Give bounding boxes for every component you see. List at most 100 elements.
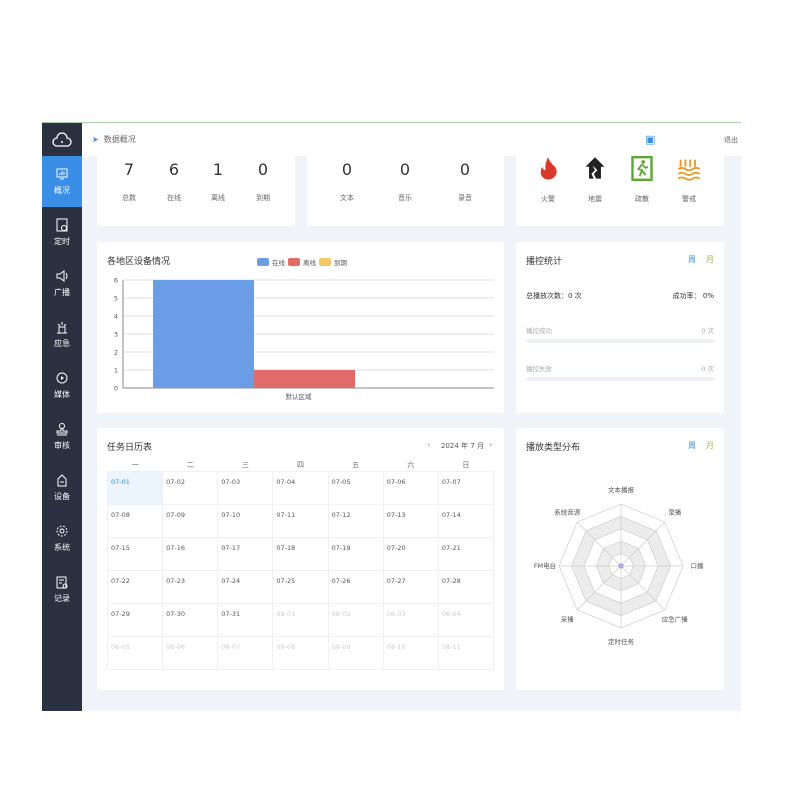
calendar-day[interactable]: 07-18 xyxy=(272,536,329,571)
calendar-day[interactable]: 07-24 xyxy=(217,569,274,604)
legend-swatch xyxy=(288,258,300,266)
calendar-week: 07-29 07-30 07-31 08-01 08-02 08-03 08-04 xyxy=(106,602,495,637)
device-icon xyxy=(57,474,67,487)
sidebar-item-2[interactable]: 广播 xyxy=(42,258,82,309)
earthquake-icon[interactable] xyxy=(583,156,607,181)
calendar-day[interactable]: 08-07 xyxy=(217,635,274,670)
bar-在线 xyxy=(153,280,254,388)
radar-axis-label: 应急广播 xyxy=(662,615,689,624)
y-tick-label: 4 xyxy=(114,313,118,321)
media-value: 0 xyxy=(399,160,411,179)
calendar-day[interactable]: 08-08 xyxy=(272,635,329,670)
calendar-day[interactable]: 07-27 xyxy=(382,569,439,604)
calendar-day[interactable]: 07-28 xyxy=(437,569,495,604)
calendar-day[interactable]: 08-03 xyxy=(382,602,439,637)
media-label: 录音 xyxy=(458,194,472,202)
calendar-day[interactable]: 08-01 xyxy=(272,602,329,637)
calendar-day[interactable]: 07-25 xyxy=(272,569,329,604)
devices-value: 6 xyxy=(168,160,180,179)
calendar-day[interactable]: 07-17 xyxy=(217,536,274,571)
calendar-day[interactable]: 08-09 xyxy=(327,635,384,670)
sidebar-item-8[interactable]: 记录 xyxy=(42,564,82,615)
emergency-card: 火警 地震 疏散 警戒 xyxy=(516,156,724,226)
emergency-icon xyxy=(57,322,67,334)
device-count-card: 7 总数 6 在线 1 离线 0 到期 xyxy=(97,156,295,226)
bar-离线 xyxy=(254,370,355,388)
calendar-day[interactable]: 08-10 xyxy=(382,635,439,670)
calendar-day[interactable]: 07-05 xyxy=(327,470,384,505)
screen-icon[interactable]: ▣ xyxy=(645,133,656,146)
sidebar-item-3[interactable]: 应急 xyxy=(42,309,82,360)
calendar-day[interactable]: 08-06 xyxy=(162,635,219,670)
sidebar-item-0[interactable]: 概况 xyxy=(42,156,82,207)
calendar-day[interactable]: 07-15 xyxy=(106,536,164,571)
success-value: 0 次 xyxy=(701,327,714,335)
radar-axis xyxy=(620,521,666,567)
cloud-broadcast-logo-icon xyxy=(42,123,82,156)
sidebar-item-label: 设备 xyxy=(54,492,70,501)
calendar-day[interactable]: 07-22 xyxy=(106,569,164,604)
calendar-day[interactable]: 07-02 xyxy=(162,470,219,505)
calendar-day[interactable]: 07-21 xyxy=(437,536,495,571)
calendar-day[interactable]: 08-11 xyxy=(437,635,495,670)
fail-value: 0 次 xyxy=(701,365,714,373)
calendar-day[interactable]: 07-29 xyxy=(106,602,164,637)
schedule-icon xyxy=(56,218,68,232)
calendar-day[interactable]: 07-14 xyxy=(437,503,495,538)
sidebar-item-4[interactable]: 媒体 xyxy=(42,360,82,411)
calendar-day[interactable]: 07-04 xyxy=(272,470,329,505)
calendar-day[interactable]: 07-07 xyxy=(437,470,495,505)
calendar-day[interactable]: 08-04 xyxy=(437,602,495,637)
breadcrumb: 数据概况 xyxy=(103,135,136,144)
stats-title: 播控统计 xyxy=(526,257,563,267)
weekday-header: 三 xyxy=(241,460,249,469)
calendar-day[interactable]: 07-30 xyxy=(162,602,219,637)
calendar-day[interactable]: 07-12 xyxy=(327,503,384,538)
flood-icon[interactable] xyxy=(677,156,701,181)
radar-axis xyxy=(576,565,622,611)
radar-axis xyxy=(576,521,622,567)
calendar-day[interactable]: 07-23 xyxy=(162,569,219,604)
month-toggle[interactable]: 月 xyxy=(706,255,714,264)
next-month-button[interactable]: › xyxy=(489,440,493,449)
calendar-day[interactable]: 07-06 xyxy=(382,470,439,505)
calendar-day[interactable]: 07-09 xyxy=(162,503,219,538)
prev-month-button[interactable]: ‹ xyxy=(427,440,431,449)
exit-icon[interactable] xyxy=(630,156,654,181)
sidebar-item-7[interactable]: 系统 xyxy=(42,513,82,564)
success-rate: 成功率： 0% xyxy=(672,292,714,300)
calendar-day[interactable]: 07-03 xyxy=(217,470,274,505)
sidebar-item-1[interactable]: 定时 xyxy=(42,207,82,258)
calendar-day[interactable]: 07-11 xyxy=(272,503,329,538)
sidebar-item-label: 应急 xyxy=(54,339,70,348)
week-toggle[interactable]: 周 xyxy=(688,441,696,450)
calendar-day[interactable]: 07-10 xyxy=(217,503,274,538)
calendar-day[interactable]: 07-19 xyxy=(327,536,384,571)
month-toggle[interactable]: 月 xyxy=(706,441,714,450)
calendar-day[interactable]: 07-16 xyxy=(162,536,219,571)
devices-label: 在线 xyxy=(167,194,181,202)
x-tick-label: 默认区域 xyxy=(286,392,313,401)
calendar-day[interactable]: 07-26 xyxy=(327,569,384,604)
sidebar-item-5[interactable]: 审核 xyxy=(42,411,82,462)
weekday-header: 日 xyxy=(462,460,470,469)
week-toggle[interactable]: 周 xyxy=(688,255,696,264)
calendar-day[interactable]: 08-05 xyxy=(106,635,164,670)
devices-label: 离线 xyxy=(211,194,225,202)
success-label: 播控成功 xyxy=(526,327,552,335)
sidebar-item-label: 媒体 xyxy=(54,390,70,399)
sidebar-item-6[interactable]: 设备 xyxy=(42,462,82,513)
logout-link[interactable]: 退出 xyxy=(724,135,738,144)
fire-icon[interactable] xyxy=(536,156,560,181)
legend-label: 到期 xyxy=(334,259,348,267)
calendar-day[interactable]: 07-13 xyxy=(382,503,439,538)
calendar-day[interactable]: 08-02 xyxy=(327,602,384,637)
media-value: 0 xyxy=(341,160,353,179)
calendar-day[interactable]: 07-20 xyxy=(382,536,439,571)
calendar-day[interactable]: 07-01 xyxy=(106,470,164,505)
calendar-day[interactable]: 07-08 xyxy=(106,503,164,538)
radar-axis xyxy=(620,565,666,611)
sidebar-item-label: 广播 xyxy=(54,288,70,297)
calendar-day[interactable]: 07-31 xyxy=(217,602,274,637)
devices-label: 到期 xyxy=(256,194,270,202)
